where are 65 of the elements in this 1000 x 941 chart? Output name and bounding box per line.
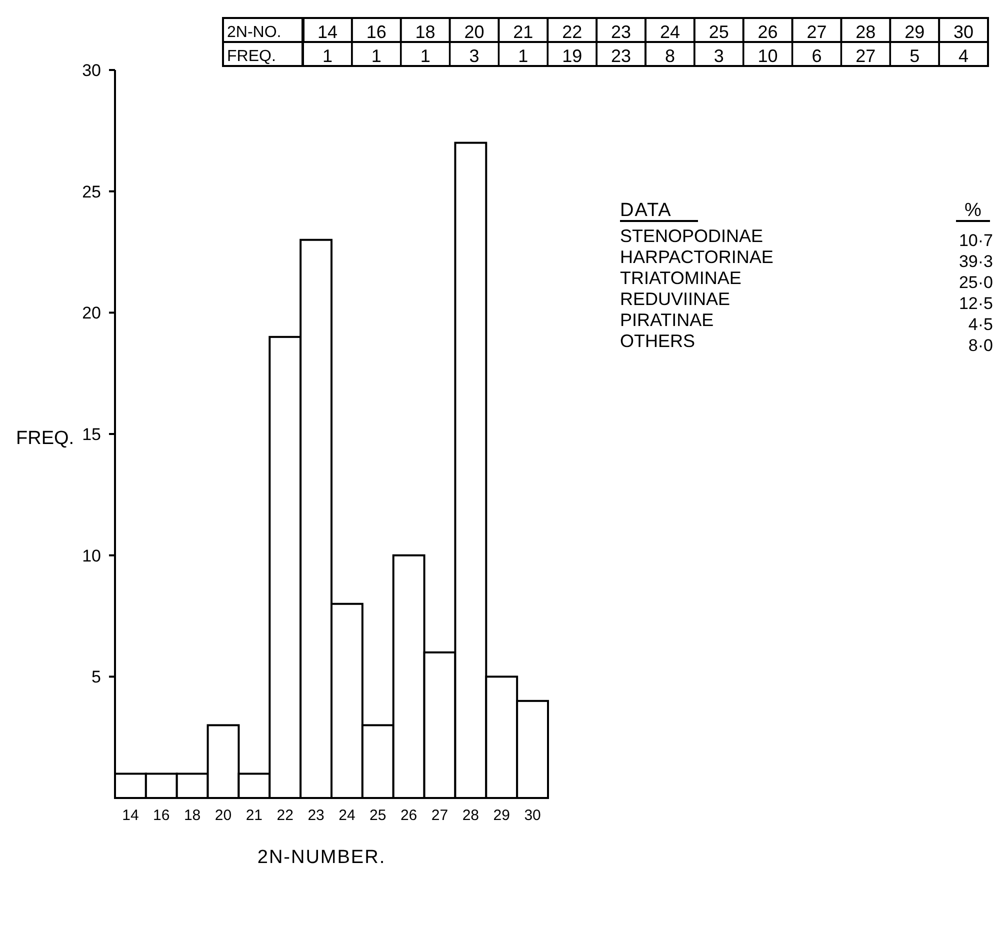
x-axis-title: 2N-NUMBER. <box>257 847 386 868</box>
x-tick-label: 21 <box>513 22 534 42</box>
x-axis-title: 2N-NO. <box>227 24 282 41</box>
text: HARPACTORINAE <box>620 247 774 267</box>
data-label: 1 <box>518 46 528 66</box>
x-tick-label: 18 <box>415 22 436 42</box>
x-tick-label: 24 <box>660 22 680 42</box>
text: 12·5 <box>958 294 993 313</box>
data-label: 1 <box>420 46 430 66</box>
data-label: 4 <box>958 46 969 66</box>
x-tick-label: 24 <box>338 807 356 824</box>
x-tick-label: 14 <box>122 807 139 824</box>
text: PIRATINAE <box>620 310 714 330</box>
data-label: 3 <box>714 46 724 66</box>
text: 10·7 <box>958 231 993 250</box>
x-tick-label: 23 <box>308 807 324 824</box>
x-tick-label: 28 <box>462 807 480 824</box>
data-label: 1 <box>371 46 382 66</box>
text: % <box>964 200 982 221</box>
x-tick-label: 23 <box>611 22 632 42</box>
x-tick-label: 20 <box>464 22 484 42</box>
text: DATA <box>620 200 672 221</box>
y-tick-label: 25 <box>82 182 101 202</box>
text: STENOPODINAE <box>620 226 764 246</box>
x-tick-label: 27 <box>431 807 448 824</box>
x-tick-label: 21 <box>246 807 263 824</box>
y-tick-label: 30 <box>82 60 101 80</box>
data-label: 3 <box>469 46 480 66</box>
x-tick-label: 30 <box>524 807 541 824</box>
x-tick-label: 28 <box>856 22 876 42</box>
x-tick-label: 26 <box>400 807 418 824</box>
y-tick-label: 10 <box>82 546 101 566</box>
y-axis-title: FREQ. <box>16 428 74 449</box>
x-tick-label: 25 <box>708 22 729 42</box>
text: 4·5 <box>968 315 993 334</box>
data-label: 5 <box>910 46 920 66</box>
text: REDUVIINAE <box>620 289 730 309</box>
text: TRIATOMINAE <box>620 268 742 288</box>
x-tick-label: 30 <box>954 22 974 42</box>
data-label: 19 <box>562 46 582 66</box>
text: 8·0 <box>968 336 993 355</box>
data-label: 8 <box>664 46 675 66</box>
x-tick-label: 26 <box>758 22 778 42</box>
x-tick-label: 18 <box>184 807 201 824</box>
x-tick-label: 22 <box>276 807 294 824</box>
x-tick-label: 27 <box>806 22 827 42</box>
data-label: 23 <box>611 46 632 66</box>
x-tick-label: 22 <box>562 22 582 42</box>
y-tick-label: 15 <box>82 424 101 444</box>
data-label: 27 <box>856 46 876 66</box>
y-tick-label: 5 <box>92 668 101 687</box>
x-tick-label: 20 <box>214 807 232 824</box>
x-tick-label: 29 <box>904 22 925 42</box>
data-label: 1 <box>322 46 332 66</box>
x-tick-label: 16 <box>153 807 170 824</box>
data-label: 10 <box>758 46 778 66</box>
text: 25·0 <box>958 273 993 292</box>
text: OTHERS <box>620 331 696 351</box>
x-tick-label: 25 <box>370 807 386 824</box>
y-tick-label: 20 <box>82 304 101 323</box>
x-tick-label: 16 <box>366 22 386 42</box>
x-tick-label: 29 <box>493 807 510 824</box>
text: 39·3 <box>958 252 993 271</box>
data-label: 6 <box>812 46 822 66</box>
x-tick-label: 14 <box>317 22 338 42</box>
